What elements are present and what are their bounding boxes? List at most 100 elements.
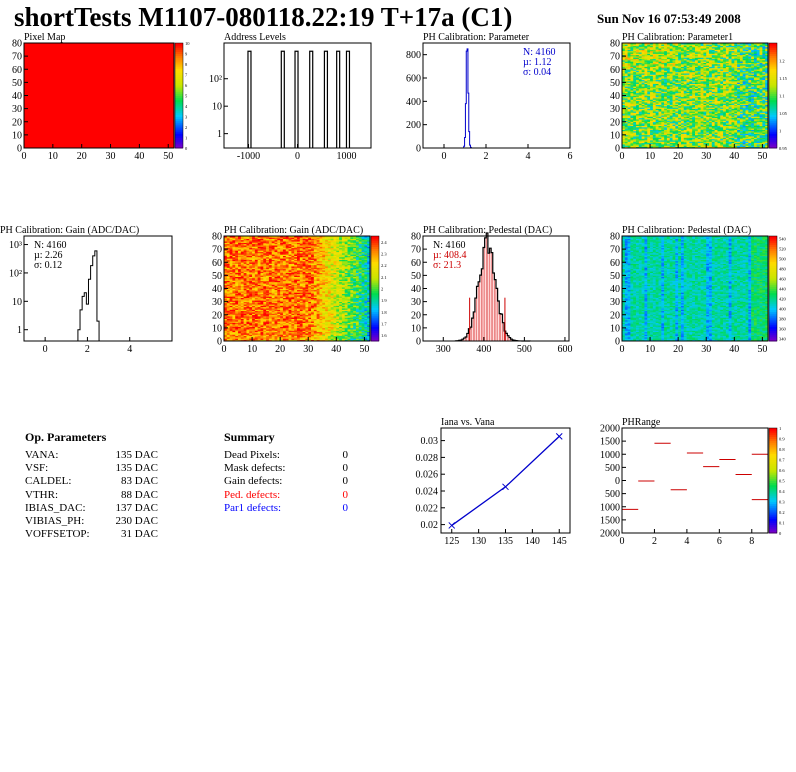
y-tick-label: 10 <box>12 297 22 308</box>
heatmap-cell <box>633 100 637 103</box>
heatmap-cell <box>627 45 631 48</box>
heatmap-cell <box>652 106 656 108</box>
heatmap-cell <box>658 133 662 136</box>
heatmap-cell <box>624 70 628 73</box>
heatmap-cell <box>636 96 640 99</box>
heatmap-cell <box>627 109 631 112</box>
heatmap-cell <box>652 96 656 99</box>
heatmap-cell <box>636 66 640 69</box>
heatmap-cell <box>644 67 648 70</box>
heatmap-cell <box>641 124 645 126</box>
heatmap-cell <box>666 43 671 45</box>
heatmap-cell <box>627 133 631 136</box>
heatmap-cell <box>652 111 656 113</box>
heatmap-cell <box>669 86 673 88</box>
heatmap-cell <box>638 134 642 137</box>
heatmap-cell <box>638 121 642 124</box>
heatmap-cell <box>666 112 671 115</box>
heatmap-cell <box>633 49 637 52</box>
heatmap-cell <box>622 92 626 95</box>
heatmap-cell <box>624 52 628 54</box>
heatmap-cell <box>672 121 676 124</box>
heatmap-cell <box>641 61 645 63</box>
heatmap-cell <box>650 142 654 145</box>
heatmap-cell <box>672 130 676 133</box>
heatmap-cell <box>638 120 642 123</box>
heatmap-cell <box>644 120 648 123</box>
histogram-peak <box>309 50 314 148</box>
heatmap-cell <box>624 115 628 117</box>
heatmap-cell <box>666 45 671 48</box>
heatmap-cell <box>622 109 626 112</box>
heatmap-cell <box>644 48 648 50</box>
heatmap-cell <box>630 78 634 81</box>
heatmap-cell <box>627 116 631 119</box>
heatmap-cell <box>666 61 671 63</box>
heatmap-cell <box>630 103 634 105</box>
heatmap-cell <box>630 107 634 109</box>
heatmap-cell <box>669 102 673 104</box>
heatmap-cell <box>633 57 637 60</box>
heatmap-cell <box>661 98 665 100</box>
heatmap-cell <box>622 54 626 57</box>
heatmap-cell <box>644 56 648 58</box>
heatmap-cell <box>672 133 676 136</box>
heatmap-cell <box>652 75 656 78</box>
heatmap-cell <box>652 91 656 94</box>
stats-text: µ: 1.12 <box>523 57 552 68</box>
colorbar-cell <box>175 106 183 109</box>
heatmap-cell <box>664 106 668 108</box>
heatmap-cell <box>647 71 651 74</box>
heatmap-cell <box>669 44 673 46</box>
heatmap-cell <box>655 129 659 132</box>
heatmap-cell <box>622 44 626 46</box>
heatmap-cell <box>636 140 640 142</box>
colorbar-tick-label: 6 <box>185 83 188 88</box>
heatmap-cell <box>638 88 642 91</box>
heatmap-cell <box>661 146 665 149</box>
heatmap-cell <box>644 98 648 100</box>
heatmap-cell <box>633 78 637 81</box>
heatmap-cell <box>650 88 654 91</box>
heatmap-cell <box>647 45 651 48</box>
heatmap-cell <box>633 60 637 62</box>
heatmap-cell <box>672 124 676 126</box>
heatmap-cell <box>661 69 665 71</box>
heatmap-cell <box>627 78 631 81</box>
heatmap-cell <box>644 69 648 71</box>
heatmap-cell <box>622 57 626 60</box>
heatmap-cell <box>658 98 662 100</box>
heatmap-cell <box>644 75 648 78</box>
heatmap-cell <box>650 52 654 54</box>
heatmap-cell <box>650 77 654 79</box>
heatmap-cell <box>669 88 673 91</box>
heatmap-cell <box>666 66 671 69</box>
heatmap-cell <box>644 43 648 45</box>
heatmap-cell <box>664 123 668 125</box>
heatmap-cell <box>650 127 654 129</box>
heatmap-cell <box>658 48 662 50</box>
heatmap-cell <box>641 43 645 45</box>
heatmap-cell <box>666 87 671 90</box>
heatmap-cell <box>633 88 637 91</box>
heatmap-cell <box>658 134 662 137</box>
heatmap-cell <box>650 44 654 46</box>
heatmap-cell <box>647 106 651 108</box>
heatmap-cell <box>644 134 648 137</box>
x-tick-label: 20 <box>77 151 87 162</box>
heatmap-cell <box>627 136 631 138</box>
heatmap-cell <box>622 96 626 99</box>
heatmap-cell <box>669 140 673 142</box>
heatmap-cell <box>669 48 673 50</box>
heatmap-cell <box>638 61 642 63</box>
heatmap-cell <box>636 83 640 86</box>
heatmap-cell <box>633 134 637 137</box>
heatmap-cell <box>644 106 648 108</box>
heatmap-cell <box>652 81 656 83</box>
heatmap-cell <box>664 52 668 54</box>
y-tick-label: 400 <box>406 97 421 108</box>
heatmap-cell <box>669 134 673 137</box>
heatmap-cell <box>661 106 665 108</box>
heatmap-cell <box>633 81 637 83</box>
heatmap-cell <box>664 112 668 115</box>
